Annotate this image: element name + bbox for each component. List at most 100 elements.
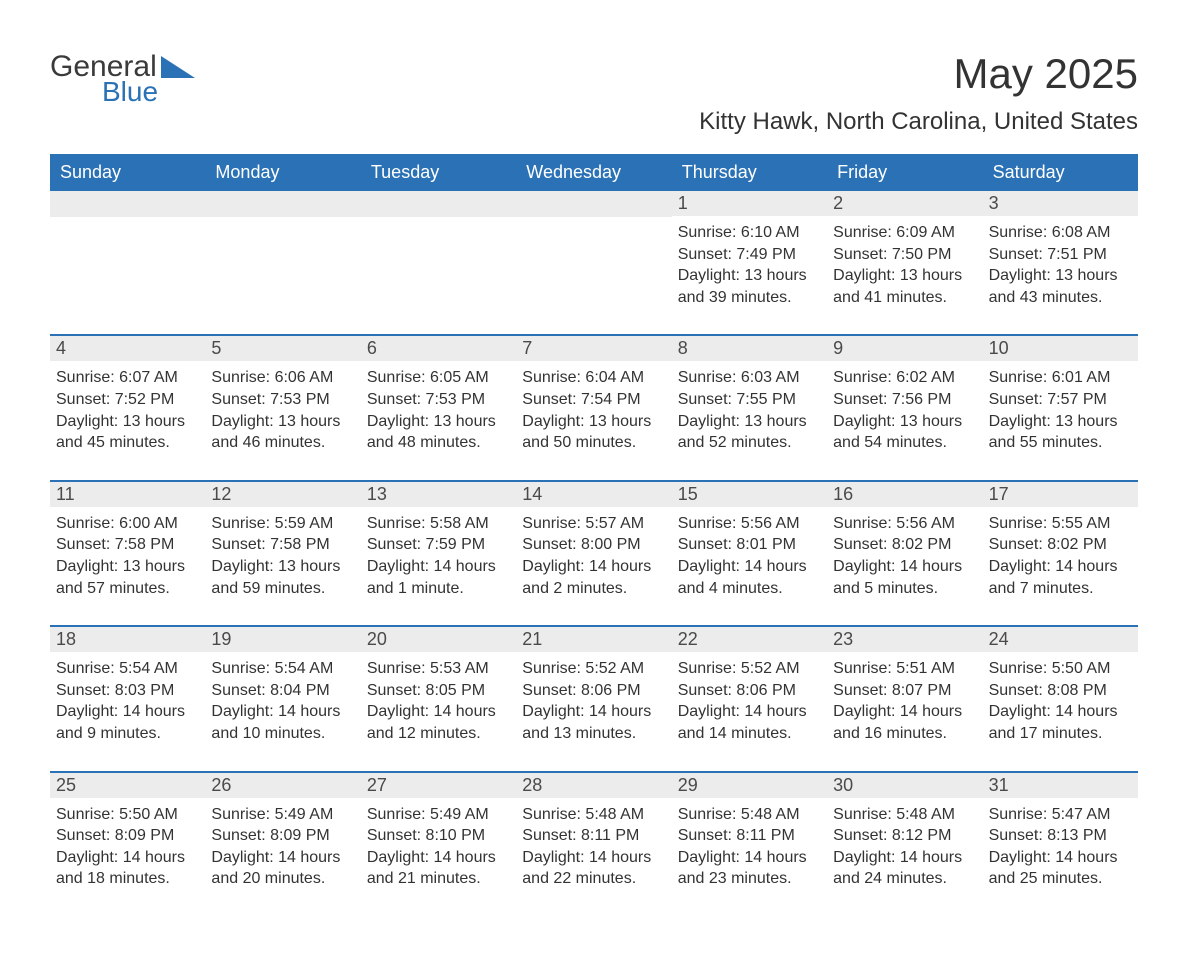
day-number: 28 bbox=[516, 773, 671, 798]
day-number: 9 bbox=[827, 336, 982, 361]
sunrise-text: Sunrise: 5:50 AM bbox=[989, 658, 1128, 680]
day-cell: 5Sunrise: 6:06 AMSunset: 7:53 PMDaylight… bbox=[205, 336, 360, 479]
daylight-text: Daylight: 14 hours and 24 minutes. bbox=[833, 847, 972, 890]
day-cell: 29Sunrise: 5:48 AMSunset: 8:11 PMDayligh… bbox=[672, 773, 827, 916]
sunrise-text: Sunrise: 6:06 AM bbox=[211, 367, 350, 389]
day-body: Sunrise: 5:59 AMSunset: 7:58 PMDaylight:… bbox=[211, 513, 350, 599]
daylight-text: Daylight: 14 hours and 25 minutes. bbox=[989, 847, 1128, 890]
daylight-text: Daylight: 13 hours and 57 minutes. bbox=[56, 556, 195, 599]
sunrise-text: Sunrise: 5:56 AM bbox=[678, 513, 817, 535]
daylight-text: Daylight: 13 hours and 50 minutes. bbox=[522, 411, 661, 454]
day-body: Sunrise: 5:48 AMSunset: 8:12 PMDaylight:… bbox=[833, 804, 972, 890]
sunset-text: Sunset: 7:53 PM bbox=[211, 389, 350, 411]
day-cell: 30Sunrise: 5:48 AMSunset: 8:12 PMDayligh… bbox=[827, 773, 982, 916]
day-cell: 6Sunrise: 6:05 AMSunset: 7:53 PMDaylight… bbox=[361, 336, 516, 479]
day-body: Sunrise: 5:54 AMSunset: 8:04 PMDaylight:… bbox=[211, 658, 350, 744]
day-body: Sunrise: 5:47 AMSunset: 8:13 PMDaylight:… bbox=[989, 804, 1128, 890]
sunset-text: Sunset: 7:52 PM bbox=[56, 389, 195, 411]
daylight-text: Daylight: 14 hours and 9 minutes. bbox=[56, 701, 195, 744]
sunset-text: Sunset: 8:01 PM bbox=[678, 534, 817, 556]
sunrise-text: Sunrise: 5:52 AM bbox=[678, 658, 817, 680]
day-body: Sunrise: 5:49 AMSunset: 8:10 PMDaylight:… bbox=[367, 804, 506, 890]
day-header-friday: Friday bbox=[827, 154, 982, 191]
day-body: Sunrise: 6:00 AMSunset: 7:58 PMDaylight:… bbox=[56, 513, 195, 599]
day-number: 7 bbox=[516, 336, 671, 361]
week-row: 1Sunrise: 6:10 AMSunset: 7:49 PMDaylight… bbox=[50, 191, 1138, 334]
logo: General Blue bbox=[50, 50, 195, 108]
day-number: 25 bbox=[50, 773, 205, 798]
sunset-text: Sunset: 7:50 PM bbox=[833, 244, 972, 266]
day-cell: 20Sunrise: 5:53 AMSunset: 8:05 PMDayligh… bbox=[361, 627, 516, 770]
day-cell: 8Sunrise: 6:03 AMSunset: 7:55 PMDaylight… bbox=[672, 336, 827, 479]
daylight-text: Daylight: 14 hours and 2 minutes. bbox=[522, 556, 661, 599]
day-number: 21 bbox=[516, 627, 671, 652]
day-cell: 25Sunrise: 5:50 AMSunset: 8:09 PMDayligh… bbox=[50, 773, 205, 916]
weeks-container: 1Sunrise: 6:10 AMSunset: 7:49 PMDaylight… bbox=[50, 191, 1138, 916]
sunrise-text: Sunrise: 5:48 AM bbox=[678, 804, 817, 826]
day-cell: 24Sunrise: 5:50 AMSunset: 8:08 PMDayligh… bbox=[983, 627, 1138, 770]
sunset-text: Sunset: 7:59 PM bbox=[367, 534, 506, 556]
day-body: Sunrise: 5:56 AMSunset: 8:01 PMDaylight:… bbox=[678, 513, 817, 599]
daylight-text: Daylight: 14 hours and 22 minutes. bbox=[522, 847, 661, 890]
day-cell: 14Sunrise: 5:57 AMSunset: 8:00 PMDayligh… bbox=[516, 482, 671, 625]
daylight-text: Daylight: 14 hours and 21 minutes. bbox=[367, 847, 506, 890]
sunset-text: Sunset: 8:09 PM bbox=[211, 825, 350, 847]
sunset-text: Sunset: 8:04 PM bbox=[211, 680, 350, 702]
calendar: Sunday Monday Tuesday Wednesday Thursday… bbox=[50, 154, 1138, 916]
day-number: 4 bbox=[50, 336, 205, 361]
sunset-text: Sunset: 8:02 PM bbox=[989, 534, 1128, 556]
sunset-text: Sunset: 8:05 PM bbox=[367, 680, 506, 702]
day-cell: 21Sunrise: 5:52 AMSunset: 8:06 PMDayligh… bbox=[516, 627, 671, 770]
sunset-text: Sunset: 7:55 PM bbox=[678, 389, 817, 411]
day-body: Sunrise: 6:09 AMSunset: 7:50 PMDaylight:… bbox=[833, 222, 972, 308]
day-cell: 4Sunrise: 6:07 AMSunset: 7:52 PMDaylight… bbox=[50, 336, 205, 479]
day-cell: 17Sunrise: 5:55 AMSunset: 8:02 PMDayligh… bbox=[983, 482, 1138, 625]
day-body: Sunrise: 5:54 AMSunset: 8:03 PMDaylight:… bbox=[56, 658, 195, 744]
sunset-text: Sunset: 7:53 PM bbox=[367, 389, 506, 411]
daylight-text: Daylight: 14 hours and 17 minutes. bbox=[989, 701, 1128, 744]
day-cell: 28Sunrise: 5:48 AMSunset: 8:11 PMDayligh… bbox=[516, 773, 671, 916]
sunrise-text: Sunrise: 6:04 AM bbox=[522, 367, 661, 389]
sunrise-text: Sunrise: 5:49 AM bbox=[211, 804, 350, 826]
day-number bbox=[516, 191, 671, 217]
sunset-text: Sunset: 8:02 PM bbox=[833, 534, 972, 556]
day-cell: 11Sunrise: 6:00 AMSunset: 7:58 PMDayligh… bbox=[50, 482, 205, 625]
sunset-text: Sunset: 8:08 PM bbox=[989, 680, 1128, 702]
day-body: Sunrise: 6:04 AMSunset: 7:54 PMDaylight:… bbox=[522, 367, 661, 453]
sunset-text: Sunset: 7:58 PM bbox=[56, 534, 195, 556]
day-number: 14 bbox=[516, 482, 671, 507]
month-title: May 2025 bbox=[699, 50, 1138, 98]
sunset-text: Sunset: 7:54 PM bbox=[522, 389, 661, 411]
week-row: 4Sunrise: 6:07 AMSunset: 7:52 PMDaylight… bbox=[50, 334, 1138, 479]
sunset-text: Sunset: 8:06 PM bbox=[522, 680, 661, 702]
day-number: 26 bbox=[205, 773, 360, 798]
sunrise-text: Sunrise: 5:48 AM bbox=[833, 804, 972, 826]
day-body: Sunrise: 5:51 AMSunset: 8:07 PMDaylight:… bbox=[833, 658, 972, 744]
daylight-text: Daylight: 14 hours and 5 minutes. bbox=[833, 556, 972, 599]
daylight-text: Daylight: 13 hours and 46 minutes. bbox=[211, 411, 350, 454]
day-cell bbox=[205, 191, 360, 334]
day-number: 12 bbox=[205, 482, 360, 507]
day-number bbox=[50, 191, 205, 217]
week-row: 11Sunrise: 6:00 AMSunset: 7:58 PMDayligh… bbox=[50, 480, 1138, 625]
daylight-text: Daylight: 13 hours and 39 minutes. bbox=[678, 265, 817, 308]
sunset-text: Sunset: 8:00 PM bbox=[522, 534, 661, 556]
sunset-text: Sunset: 7:57 PM bbox=[989, 389, 1128, 411]
sunset-text: Sunset: 8:06 PM bbox=[678, 680, 817, 702]
sunset-text: Sunset: 8:11 PM bbox=[678, 825, 817, 847]
sunset-text: Sunset: 7:51 PM bbox=[989, 244, 1128, 266]
day-body: Sunrise: 6:10 AMSunset: 7:49 PMDaylight:… bbox=[678, 222, 817, 308]
day-header-sunday: Sunday bbox=[50, 154, 205, 191]
daylight-text: Daylight: 14 hours and 14 minutes. bbox=[678, 701, 817, 744]
sunrise-text: Sunrise: 5:55 AM bbox=[989, 513, 1128, 535]
day-body: Sunrise: 6:02 AMSunset: 7:56 PMDaylight:… bbox=[833, 367, 972, 453]
week-row: 25Sunrise: 5:50 AMSunset: 8:09 PMDayligh… bbox=[50, 771, 1138, 916]
daylight-text: Daylight: 13 hours and 45 minutes. bbox=[56, 411, 195, 454]
day-number: 8 bbox=[672, 336, 827, 361]
day-cell: 31Sunrise: 5:47 AMSunset: 8:13 PMDayligh… bbox=[983, 773, 1138, 916]
day-cell bbox=[361, 191, 516, 334]
day-number: 29 bbox=[672, 773, 827, 798]
day-header-thursday: Thursday bbox=[672, 154, 827, 191]
sunrise-text: Sunrise: 5:51 AM bbox=[833, 658, 972, 680]
day-number bbox=[205, 191, 360, 217]
